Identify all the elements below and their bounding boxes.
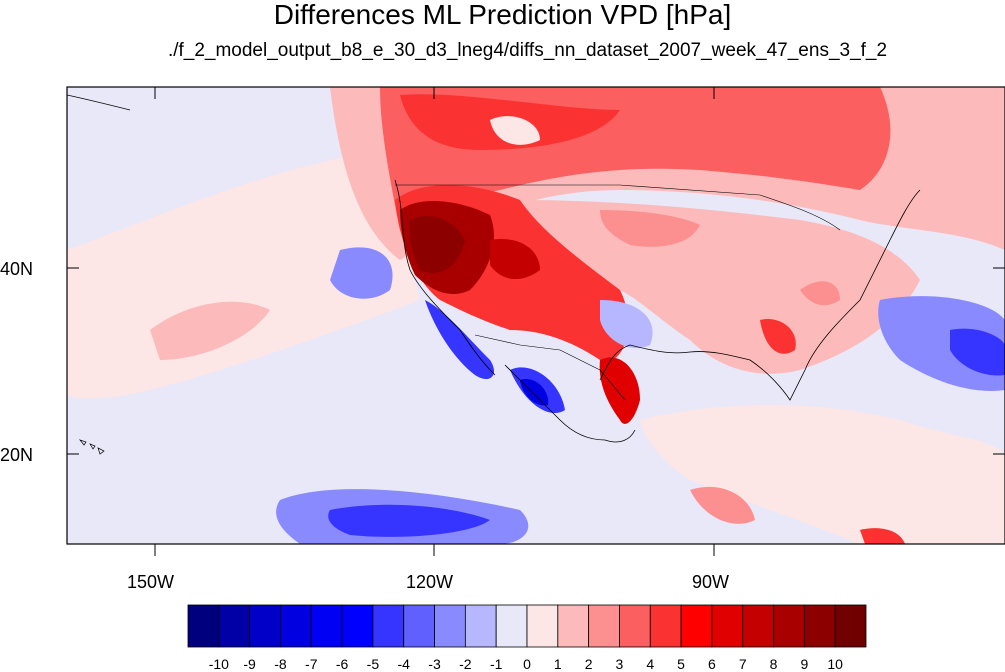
lat-label-20n: 20N <box>0 445 34 465</box>
appalachian-salmon <box>800 281 840 306</box>
colorbar-tick-label: -5 <box>366 656 380 672</box>
colorbar-swatch <box>403 604 435 648</box>
georgia-red <box>760 319 796 354</box>
colorbar-swatch <box>310 604 343 648</box>
colorbar-tick-label: 4 <box>646 656 655 672</box>
colorbar-swatch <box>280 604 312 648</box>
colorbar-tick-label: -4 <box>397 656 410 672</box>
colorbar-tick-label: -8 <box>274 656 287 672</box>
colorbar-swatch <box>557 604 590 648</box>
colorbar-swatch <box>680 604 713 648</box>
south-america-red <box>860 528 905 544</box>
colorbar-swatch <box>834 604 867 648</box>
colorbar-tick-label: -6 <box>335 656 349 672</box>
colorbar-swatch <box>649 604 682 648</box>
colorbar-swatch <box>372 604 405 648</box>
colorbar-tick-label: 1 <box>553 656 562 672</box>
plot-frame <box>66 86 1005 545</box>
colorbar-tick-label: -10 <box>208 656 229 672</box>
west-maroon <box>409 216 465 274</box>
colorbar-swatch <box>495 604 528 648</box>
colorbar-tick-label: 7 <box>738 656 747 672</box>
plains-salmon <box>600 210 700 247</box>
colorbar-tick-label: -3 <box>428 656 441 672</box>
rockies-dark-red <box>490 239 540 280</box>
central-pink <box>520 200 920 374</box>
gulf-california-dark-blue <box>520 379 549 406</box>
colorbar-tick-label: -2 <box>459 656 472 672</box>
hawaii-islands <box>78 439 105 455</box>
texas-red <box>599 357 640 424</box>
baja-coast-blue <box>425 300 495 380</box>
colorbar-tick-label: -9 <box>243 656 256 672</box>
colorbar-swatch <box>218 604 251 648</box>
map-title: Differences ML Prediction VPD [hPa] <box>273 0 732 30</box>
colorbar-swatch <box>434 604 466 648</box>
lon-label-120w: 120W <box>406 572 454 592</box>
colorbar-tick-label: 10 <box>827 656 843 672</box>
colorbar-swatch <box>187 604 220 648</box>
colorbar-tick-label: 3 <box>615 656 624 672</box>
colorbar-swatch <box>588 604 620 648</box>
colorbar-swatch <box>619 604 651 648</box>
colorbar-swatch <box>341 604 374 648</box>
colorbar-tick-label: -7 <box>305 656 318 672</box>
southern-plains-blue <box>600 300 653 349</box>
colorbar-swatch <box>803 604 836 648</box>
colorbar-tick-label: -1 <box>489 656 503 672</box>
colorbar-swatch <box>773 604 805 648</box>
lon-label-150w: 150W <box>127 572 175 592</box>
colorbar-tick-label: 5 <box>677 656 685 672</box>
caribbean-pink <box>640 405 1005 544</box>
colorbar-swatch <box>526 604 559 648</box>
colorbar-swatch <box>249 604 281 648</box>
colorbar <box>187 604 867 648</box>
coastlines <box>67 94 921 455</box>
border-us-mexico <box>474 334 626 401</box>
colorbar-tick-label: 8 <box>769 656 778 672</box>
colorbar-tick-label: 2 <box>584 656 593 672</box>
border-us-canada <box>395 184 841 231</box>
coastline-path <box>67 94 921 443</box>
lon-label-90w: 90W <box>692 572 730 592</box>
colorbar-tick-label: 6 <box>708 656 716 672</box>
canada-light-hole <box>490 116 540 145</box>
colorbar-swatch <box>464 604 497 648</box>
tick-marks <box>67 87 1005 556</box>
atlantic-dark-blue <box>950 328 1005 376</box>
lat-label-40n: 40N <box>0 259 34 279</box>
pacific-pink-patch <box>150 301 270 360</box>
colorbar-tick-label: 9 <box>800 656 809 672</box>
colorbar-swatch <box>742 604 774 648</box>
field-layer <box>67 87 1005 544</box>
colorbar-swatch <box>711 604 744 648</box>
central-america-salmon <box>690 486 755 524</box>
colorbar-tick-label: 0 <box>523 656 531 672</box>
tropical-pacific-dark-blue <box>328 504 490 537</box>
map-subtitle: ./f_2_model_output_b8_e_30_d3_lneg4/diff… <box>167 40 888 61</box>
offshore-blue <box>330 247 393 299</box>
